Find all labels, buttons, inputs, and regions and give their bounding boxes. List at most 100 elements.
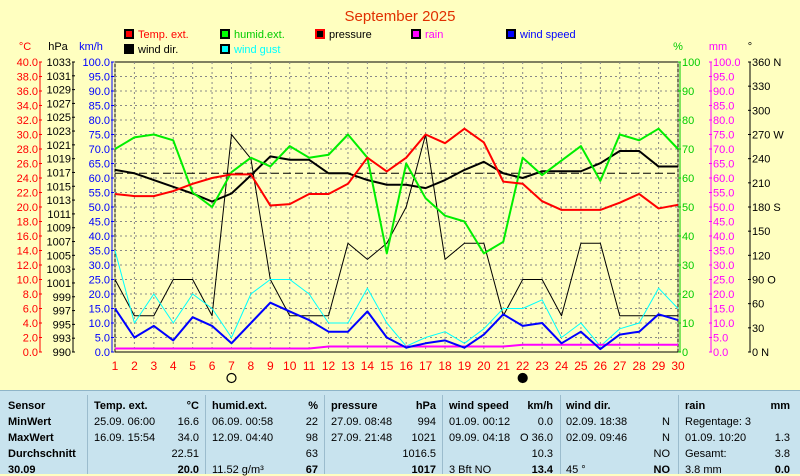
moon-marker-new-moon-outline — [226, 372, 237, 384]
table-column-separator — [205, 395, 206, 474]
table-column-separator — [678, 395, 679, 474]
axis-tick-label-winddir: 240 — [752, 154, 770, 166]
series-line-temperature — [114, 127, 679, 211]
table-cell-value: 22 — [305, 416, 318, 428]
x-tick-label: 25 — [574, 359, 588, 373]
axis-tick-label-wind: 65.0 — [89, 159, 110, 171]
axis-tick-label-wind: 0.0 — [95, 347, 110, 359]
axis-tick-label-rain: 95.0 — [713, 72, 734, 84]
axis-tick-label-pressure: 1031 — [47, 71, 71, 83]
axis-tick-label-wind: 90.0 — [89, 86, 110, 98]
axis-unit-pressure: hPa — [48, 41, 68, 53]
axis-tick-label-pressure: 1011 — [47, 209, 71, 221]
series-line-rain — [115, 343, 678, 350]
series-line-pressure — [114, 150, 678, 203]
axis-tick-label-hum: 70 — [682, 144, 694, 156]
x-tick-label: 27 — [613, 359, 627, 373]
table-header-unit-1: °C — [186, 400, 199, 412]
table-cell-value: 0.0 — [774, 464, 790, 476]
axis-tick-label-temp: 12.0 — [17, 260, 38, 272]
axis-tick-label-winddir: 300 — [752, 105, 770, 117]
axis-tick-label-wind: 45.0 — [89, 217, 110, 229]
axis-tick-label-pressure: 990 — [53, 347, 71, 359]
axis-tick-label-temp: 26.0 — [17, 159, 38, 171]
x-tick-label: 9 — [267, 359, 274, 373]
legend-label: Temp. ext. — [138, 29, 189, 41]
table-header-3: pressure — [331, 400, 378, 412]
axis-tick-label-rain: 80.0 — [713, 115, 734, 127]
axis-tick-label-pressure: 999 — [53, 292, 71, 304]
moon-marker-full-moon-dark — [517, 372, 528, 384]
axis-tick-label-wind: 60.0 — [89, 173, 110, 185]
series-line-wind-gust — [114, 250, 679, 347]
legend-label: wind gust — [233, 44, 280, 56]
x-tick-label: 14 — [361, 359, 375, 373]
x-tick-label: 16 — [400, 359, 414, 373]
legend-label: rain — [425, 29, 443, 41]
table-cell-detail: 02.09. 09:46 — [566, 432, 628, 444]
axis-tick-label-hum: 90 — [682, 86, 694, 98]
axis-tick-label-temp: 20.0 — [17, 202, 38, 214]
x-tick-label: 15 — [380, 359, 394, 373]
axis-tick-label-temp: 10.0 — [17, 275, 38, 287]
axis-tick-label-hum: 80 — [682, 115, 694, 127]
axis-tick-label-pressure: 995 — [53, 319, 71, 331]
table-cell-value: 10.3 — [531, 448, 553, 460]
x-tick-label: 22 — [516, 359, 530, 373]
axis-tick-label-winddir: 120 — [752, 250, 770, 262]
axis-tick-label-winddir: 30 — [752, 323, 764, 335]
axis-tick-label-pressure: 1029 — [47, 85, 71, 97]
table-cell-detail: 01.09. 10:20 — [685, 432, 747, 444]
axis-tick-label-rain: 55.0 — [713, 188, 734, 200]
axis-tick-label-winddir: 90 O — [752, 275, 776, 287]
table-cell-detail: 11.52 g/m³ — [212, 464, 264, 476]
axis-tick-label-wind: 50.0 — [89, 202, 110, 214]
table-cell-detail: 16.09. 15:54 — [94, 432, 156, 444]
x-tick-label: 13 — [341, 359, 355, 373]
legend-swatch — [508, 31, 514, 37]
table-cell-detail: 27.09. 08:48 — [331, 416, 393, 428]
table-cell-detail: 01.09. 00:12 — [449, 416, 511, 428]
x-tick-label: 5 — [189, 359, 196, 373]
table-cell-detail: 3.8 mm — [685, 464, 722, 476]
x-tick-label: 30 — [671, 359, 685, 373]
axis-tick-label-pressure: 1019 — [47, 154, 71, 166]
axis-tick-label-pressure: 997 — [53, 306, 71, 318]
series-line-wind-dir — [114, 134, 678, 317]
axis-tick-label-temp: 28.0 — [17, 144, 38, 156]
axis-tick-label-hum: 50 — [682, 202, 694, 214]
table-cell-value: 3.8 — [774, 448, 790, 460]
axis-tick-label-temp: 2.0 — [23, 333, 38, 345]
axis-tick-label-temp: 22.0 — [17, 188, 38, 200]
axis-tick-label-pressure: 1001 — [47, 278, 71, 290]
legend-swatch — [317, 31, 323, 37]
table-cell-detail: 27.09. 21:48 — [331, 432, 393, 444]
axis-tick-label-pressure: 1025 — [47, 112, 71, 124]
axis-tick-label-temp: 40.0 — [17, 57, 38, 69]
x-tick-label: 24 — [555, 359, 569, 373]
axis-tick-label-pressure: 1021 — [47, 140, 71, 152]
legend-item-rain: rain — [411, 29, 443, 41]
table-cell-value: 1017 — [411, 464, 436, 476]
x-tick-label: 18 — [438, 359, 452, 373]
axis-tick-label-temp: 4.0 — [23, 318, 38, 330]
legend-label: wind dir. — [137, 44, 178, 56]
table-cell-detail: Gesamt: — [685, 448, 727, 460]
axis-tick-label-wind: 35.0 — [89, 246, 110, 258]
axis-units: °C hPa km/h% mm ° — [19, 41, 752, 53]
axis-tick-label-rain: 15.0 — [713, 304, 734, 316]
table-cell-detail: 45 ° — [566, 464, 586, 476]
x-tick-label: 11 — [303, 359, 316, 373]
table-cell-value: 67 — [305, 464, 318, 476]
x-tick-label: 19 — [458, 359, 472, 373]
x-axis: 1 2 3 4 5 6 7 8 9 10 11 12 13 14 15 16 17 18 19 20 21 22 23 24 2… — [112, 359, 685, 373]
axis-tick-label-rain: 75.0 — [713, 130, 734, 142]
x-tick-label: 4 — [170, 359, 177, 373]
series-line-wind-speed — [114, 301, 679, 351]
table-cell-value: O 36.0 — [519, 432, 553, 444]
table-header-unit-4: km/h — [527, 400, 553, 412]
axis-tick-label-wind: 20.0 — [89, 289, 110, 301]
axis-tick-label-rain: 20.0 — [713, 289, 734, 301]
table-cell-value: N — [662, 416, 670, 428]
table-cell-detail: 06.09. 00:58 — [212, 416, 274, 428]
